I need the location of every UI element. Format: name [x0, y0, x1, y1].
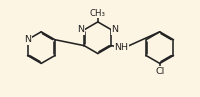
Text: N: N: [24, 35, 31, 44]
Text: NH: NH: [114, 43, 128, 52]
Text: Cl: Cl: [154, 67, 164, 76]
Text: N: N: [77, 25, 84, 34]
Text: CH₃: CH₃: [89, 9, 105, 18]
Text: N: N: [111, 25, 118, 34]
